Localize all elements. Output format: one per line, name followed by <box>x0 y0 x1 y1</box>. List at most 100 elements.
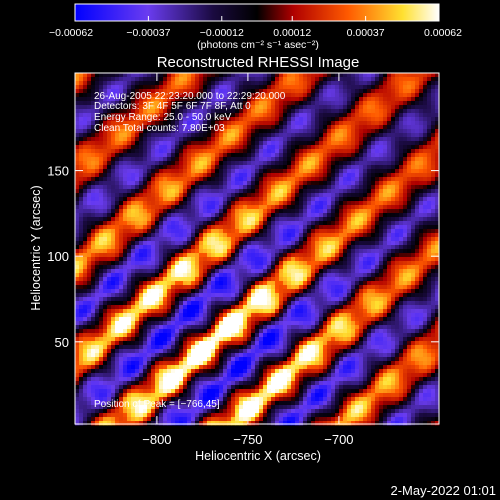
heatmap-cell <box>403 193 408 198</box>
heatmap-cell <box>359 85 364 90</box>
heatmap-cell <box>367 265 372 270</box>
heatmap-cell <box>327 257 332 262</box>
heatmap-cell <box>291 217 296 222</box>
heatmap-cell <box>203 105 208 110</box>
heatmap-cell <box>315 261 320 266</box>
heatmap-cell <box>355 181 360 186</box>
heatmap-cell <box>287 101 292 106</box>
heatmap-cell <box>351 153 356 158</box>
heatmap-cell <box>79 285 84 290</box>
heatmap-cell <box>179 221 184 226</box>
heatmap-cell <box>115 145 120 150</box>
heatmap-cell <box>339 277 344 282</box>
heatmap-cell <box>427 173 432 178</box>
heatmap-cell <box>255 209 260 214</box>
heatmap-cell <box>83 125 88 130</box>
heatmap-cell <box>211 225 216 230</box>
heatmap-cell <box>211 253 216 258</box>
heatmap-cell <box>199 233 204 238</box>
heatmap-cell <box>303 261 308 266</box>
heatmap-cell <box>195 225 200 230</box>
heatmap-cell <box>151 153 156 158</box>
heatmap-cell <box>275 117 280 122</box>
heatmap-cell <box>415 73 420 78</box>
heatmap-cell <box>123 197 128 202</box>
heatmap-cell <box>363 201 368 206</box>
heatmap-cell <box>375 241 380 246</box>
heatmap-cell <box>375 153 380 158</box>
heatmap-cell <box>171 261 176 266</box>
heatmap-cell <box>235 253 240 258</box>
heatmap-cell <box>331 197 336 202</box>
heatmap-cell <box>187 133 192 138</box>
heatmap-cell <box>107 201 112 206</box>
heatmap-cell <box>415 257 420 262</box>
heatmap-cell <box>175 273 180 278</box>
heatmap-cell <box>403 157 408 162</box>
heatmap-cell <box>419 153 424 158</box>
heatmap-cell <box>291 77 296 82</box>
heatmap-cell <box>275 153 280 158</box>
heatmap-cell <box>355 141 360 146</box>
heatmap-cell <box>315 113 320 118</box>
heatmap-cell <box>343 109 348 114</box>
heatmap-cell <box>231 121 236 126</box>
heatmap-cell <box>415 97 420 102</box>
heatmap-cell <box>191 137 196 142</box>
heatmap-cell <box>151 201 156 206</box>
heatmap-cell <box>363 177 368 182</box>
heatmap-cell <box>283 153 288 158</box>
heatmap-cell <box>279 245 284 250</box>
heatmap-cell <box>383 249 388 254</box>
heatmap-cell <box>155 149 160 154</box>
heatmap-cell <box>271 209 276 214</box>
heatmap-cell <box>403 265 408 270</box>
heatmap-cell <box>411 129 416 134</box>
heatmap-cell <box>211 181 216 186</box>
heatmap-cell <box>87 281 92 286</box>
heatmap-cell <box>119 177 124 182</box>
heatmap-cell <box>299 145 304 150</box>
heatmap-cell <box>291 257 296 262</box>
heatmap-cell <box>375 265 380 270</box>
heatmap-cell <box>331 141 336 146</box>
heatmap-cell <box>195 257 200 262</box>
heatmap-cell <box>259 269 264 274</box>
heatmap-cell <box>311 121 316 126</box>
heatmap-cell <box>247 121 252 126</box>
heatmap-cell <box>299 229 304 234</box>
heatmap-cell <box>115 209 120 214</box>
heatmap-cell <box>187 225 192 230</box>
heatmap-cell <box>279 165 284 170</box>
heatmap-cell <box>259 225 264 230</box>
heatmap-cell <box>127 173 132 178</box>
heatmap-cell <box>203 165 208 170</box>
heatmap-cell <box>375 133 380 138</box>
heatmap-cell <box>127 153 132 158</box>
heatmap-cell <box>415 133 420 138</box>
heatmap-cell <box>227 213 232 218</box>
heatmap-cell <box>271 205 276 210</box>
heatmap-cell <box>227 217 232 222</box>
heatmap-cell <box>79 117 84 122</box>
heatmap-cell <box>111 89 116 94</box>
heatmap-cell <box>183 193 188 198</box>
heatmap-cell <box>283 237 288 242</box>
heatmap-cell <box>191 165 196 170</box>
heatmap-cell <box>259 165 264 170</box>
heatmap-cell <box>355 237 360 242</box>
heatmap-cell <box>135 137 140 142</box>
heatmap-cell <box>299 177 304 182</box>
heatmap-cell <box>383 177 388 182</box>
heatmap-cell <box>239 173 244 178</box>
heatmap-cell <box>91 289 96 294</box>
heatmap-cell <box>267 161 272 166</box>
heatmap-cell <box>343 261 348 266</box>
heatmap-cell <box>291 273 296 278</box>
heatmap-cell <box>307 101 312 106</box>
heatmap-cell <box>91 97 96 102</box>
heatmap-cell <box>175 201 180 206</box>
heatmap-cell <box>315 197 320 202</box>
heatmap-cell <box>263 217 268 222</box>
heatmap-cell <box>111 253 116 258</box>
